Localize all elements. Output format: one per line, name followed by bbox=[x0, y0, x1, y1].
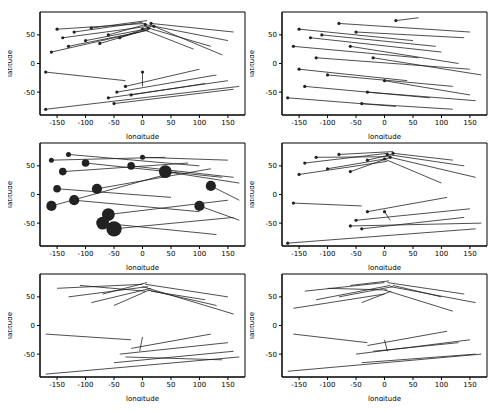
svg-text:-100: -100 bbox=[78, 250, 94, 258]
svg-text:-150: -150 bbox=[291, 119, 307, 127]
svg-text:longitude: longitude bbox=[126, 133, 159, 139]
svg-text:-100: -100 bbox=[78, 381, 94, 389]
svg-text:-150: -150 bbox=[291, 250, 307, 258]
svg-text:-100: -100 bbox=[78, 119, 94, 127]
svg-text:-150: -150 bbox=[49, 381, 65, 389]
svg-text:-50: -50 bbox=[108, 381, 119, 389]
svg-text:0: 0 bbox=[273, 191, 277, 199]
svg-text:150: 150 bbox=[463, 381, 476, 389]
svg-text:150: 150 bbox=[221, 381, 234, 389]
svg-text:50: 50 bbox=[167, 381, 176, 389]
svg-text:-100: -100 bbox=[320, 119, 336, 127]
svg-text:-50: -50 bbox=[108, 119, 119, 127]
svg-text:100: 100 bbox=[193, 119, 206, 127]
svg-text:50: 50 bbox=[167, 250, 176, 258]
svg-text:0: 0 bbox=[382, 250, 386, 258]
svg-text:-150: -150 bbox=[49, 119, 65, 127]
svg-text:0: 0 bbox=[273, 60, 277, 68]
svg-text:latitude: latitude bbox=[250, 181, 256, 208]
svg-text:-50: -50 bbox=[266, 351, 277, 359]
svg-text:-100: -100 bbox=[320, 250, 336, 258]
svg-text:50: 50 bbox=[268, 31, 277, 39]
svg-text:0: 0 bbox=[31, 191, 35, 199]
svg-text:latitude: latitude bbox=[250, 50, 256, 77]
svg-text:100: 100 bbox=[435, 381, 448, 389]
svg-text:0: 0 bbox=[382, 381, 386, 389]
svg-text:0: 0 bbox=[140, 250, 144, 258]
svg-text:100: 100 bbox=[193, 250, 206, 258]
svg-text:0: 0 bbox=[31, 60, 35, 68]
svg-text:150: 150 bbox=[221, 119, 234, 127]
svg-text:longitude: longitude bbox=[126, 395, 159, 401]
svg-text:-50: -50 bbox=[266, 220, 277, 228]
svg-text:-150: -150 bbox=[291, 381, 307, 389]
svg-text:150: 150 bbox=[463, 119, 476, 127]
svg-text:50: 50 bbox=[26, 293, 35, 301]
svg-text:-50: -50 bbox=[24, 351, 35, 359]
svg-text:50: 50 bbox=[26, 162, 35, 170]
svg-text:latitude: latitude bbox=[8, 181, 14, 208]
svg-text:150: 150 bbox=[221, 250, 234, 258]
svg-text:-50: -50 bbox=[350, 119, 361, 127]
svg-text:-50: -50 bbox=[350, 381, 361, 389]
svg-text:0: 0 bbox=[31, 322, 35, 330]
svg-text:-50: -50 bbox=[266, 89, 277, 97]
svg-text:longitude: longitude bbox=[368, 395, 401, 401]
svg-text:longitude: longitude bbox=[126, 264, 159, 270]
svg-text:50: 50 bbox=[268, 293, 277, 301]
svg-text:50: 50 bbox=[409, 119, 418, 127]
svg-text:150: 150 bbox=[463, 250, 476, 258]
svg-text:100: 100 bbox=[435, 250, 448, 258]
svg-text:-50: -50 bbox=[24, 220, 35, 228]
svg-text:100: 100 bbox=[435, 119, 448, 127]
svg-text:-150: -150 bbox=[49, 250, 65, 258]
svg-text:50: 50 bbox=[268, 162, 277, 170]
svg-text:50: 50 bbox=[26, 31, 35, 39]
svg-text:100: 100 bbox=[193, 381, 206, 389]
svg-text:latitude: latitude bbox=[8, 312, 14, 339]
svg-text:0: 0 bbox=[382, 119, 386, 127]
svg-text:50: 50 bbox=[409, 381, 418, 389]
svg-text:longitude: longitude bbox=[368, 264, 401, 270]
svg-text:0: 0 bbox=[140, 381, 144, 389]
svg-text:0: 0 bbox=[140, 119, 144, 127]
svg-text:50: 50 bbox=[409, 250, 418, 258]
svg-text:longitude: longitude bbox=[368, 133, 401, 139]
svg-text:50: 50 bbox=[167, 119, 176, 127]
svg-text:latitude: latitude bbox=[8, 50, 14, 77]
svg-text:0: 0 bbox=[273, 322, 277, 330]
svg-text:-100: -100 bbox=[320, 381, 336, 389]
svg-text:-50: -50 bbox=[108, 250, 119, 258]
svg-text:-50: -50 bbox=[350, 250, 361, 258]
svg-text:latitude: latitude bbox=[250, 312, 256, 339]
svg-text:-50: -50 bbox=[24, 89, 35, 97]
